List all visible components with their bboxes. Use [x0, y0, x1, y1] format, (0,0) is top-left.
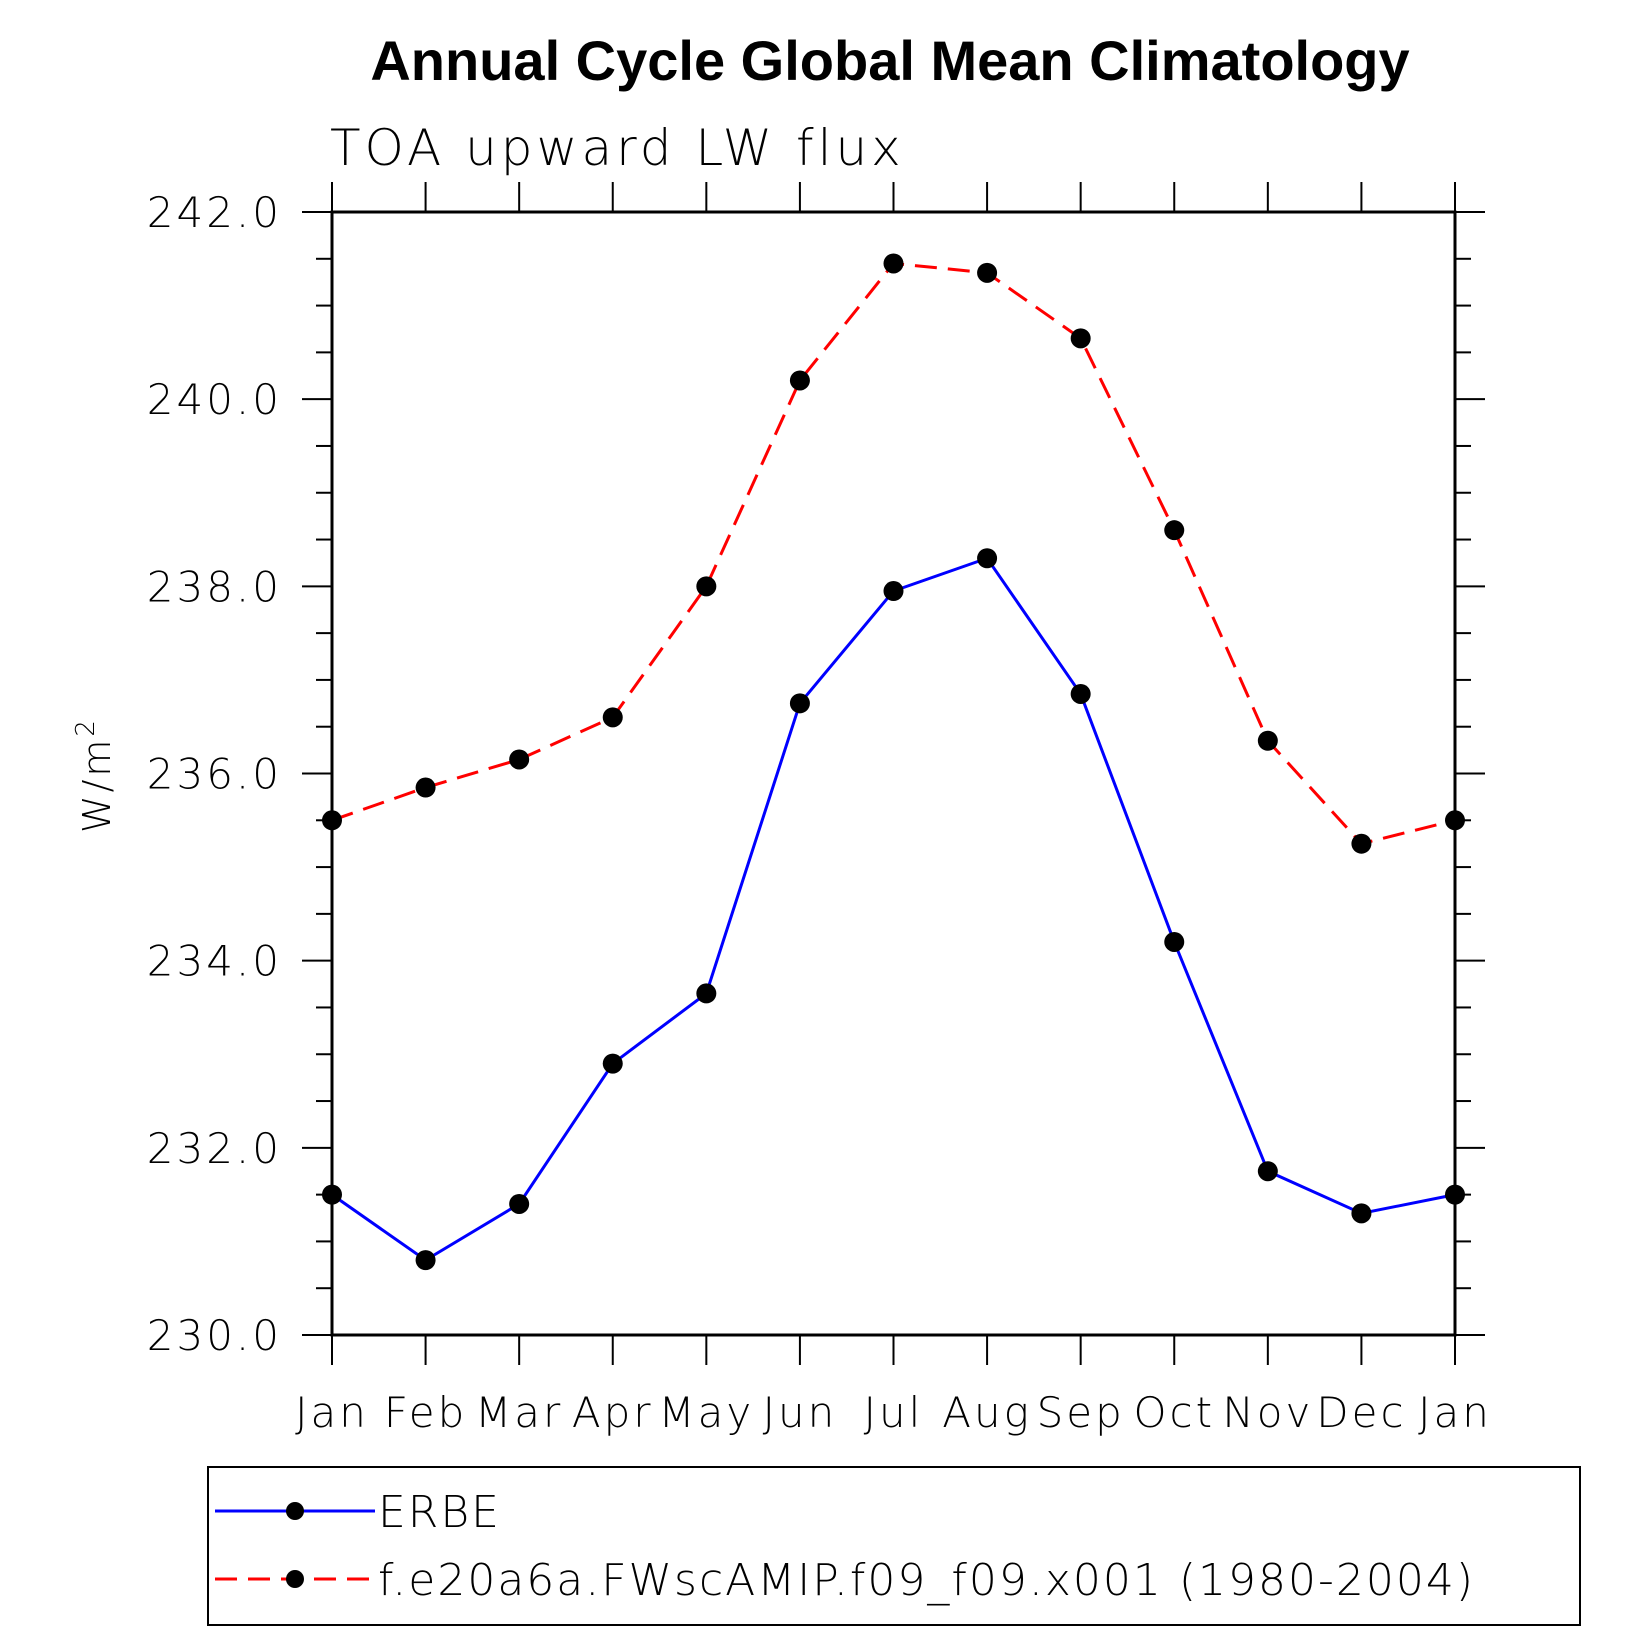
- data-point: [415, 1250, 436, 1271]
- y-tick-label: 242.0: [147, 188, 282, 237]
- data-point: [883, 253, 904, 274]
- data-point: [322, 1184, 342, 1205]
- data-point: [1257, 730, 1278, 751]
- x-tick-label: Dec: [1316, 1388, 1406, 1437]
- data-point: [1164, 931, 1185, 952]
- y-tick-label: 238.0: [147, 562, 282, 611]
- y-tick-label: 232.0: [147, 1124, 282, 1173]
- data-point: [322, 810, 342, 831]
- chart-title: Annual Cycle Global Mean Climatology: [370, 29, 1409, 92]
- data-point: [1070, 328, 1091, 349]
- legend-marker-model: [286, 1570, 304, 1588]
- data-point: [1351, 1203, 1372, 1224]
- series-layer: [322, 253, 1465, 1271]
- series-line-1: [331, 261, 1456, 846]
- y-tick-label: 236.0: [147, 750, 282, 799]
- data-point: [509, 1193, 530, 1214]
- data-point: [1257, 1161, 1278, 1182]
- x-tick-label: Jul: [864, 1388, 924, 1437]
- data-point: [509, 749, 530, 770]
- data-point: [1164, 520, 1185, 541]
- y-tick-label: 230.0: [147, 1311, 282, 1360]
- data-point: [789, 370, 810, 391]
- data-point: [696, 576, 717, 597]
- y-axis-label-base: W/m: [75, 737, 119, 833]
- x-tick-labels: Jan Feb Mar Apr May Jun Jul Aug Sep Oct Nov Dec Jan: [295, 1388, 1492, 1437]
- x-tick-label: Nov: [1222, 1388, 1313, 1437]
- data-point: [977, 548, 998, 569]
- data-point: [977, 262, 998, 283]
- x-tick-label: May: [658, 1388, 754, 1437]
- x-tick-label: Aug: [942, 1388, 1032, 1437]
- data-point: [696, 983, 717, 1004]
- data-point: [789, 693, 810, 714]
- plot-frame: [330, 210, 1457, 1337]
- x-tick-label: Jun: [763, 1388, 838, 1437]
- y-axis-label: W/m2: [71, 717, 119, 833]
- data-point: [415, 777, 436, 798]
- legend: ERBE f.e20a6a.FWscAMIP.f09_f09.x001 (198…: [207, 1466, 1581, 1626]
- data-point: [883, 581, 904, 602]
- x-tick-label: Jan: [295, 1388, 369, 1437]
- data-point: [1351, 833, 1372, 854]
- series-line-0: [331, 556, 1456, 1262]
- x-tick-label: Jan: [1418, 1388, 1492, 1437]
- chart-subtitle: TOA upward LW flux: [330, 119, 905, 177]
- y-axis-label-superscript: 2: [71, 717, 101, 737]
- x-tick-label: Mar: [475, 1388, 563, 1437]
- data-point: [1445, 1184, 1465, 1205]
- data-point: [602, 1053, 623, 1074]
- data-point: [602, 707, 623, 728]
- x-tick-label: Feb: [384, 1388, 467, 1437]
- data-point: [1445, 810, 1465, 831]
- y-tick-label: 240.0: [147, 375, 282, 424]
- x-tick-label: Oct: [1133, 1388, 1215, 1437]
- y-tick-labels: 230.0 232.0 234.0 236.0 238.0 240.0 242.0: [147, 188, 282, 1360]
- legend-marker-erbe: [286, 1502, 304, 1520]
- x-tick-label: Sep: [1037, 1388, 1125, 1437]
- legend-label-model: f.e20a6a.FWscAMIP.f09_f09.x001 (1980-200…: [378, 1555, 1475, 1606]
- x-tick-label: Apr: [572, 1388, 654, 1437]
- y-tick-label: 234.0: [147, 937, 282, 986]
- legend-frame: [207, 1466, 1581, 1626]
- data-point: [1070, 683, 1091, 704]
- axes: [330, 210, 1457, 1337]
- legend-label-erbe: ERBE: [378, 1487, 501, 1538]
